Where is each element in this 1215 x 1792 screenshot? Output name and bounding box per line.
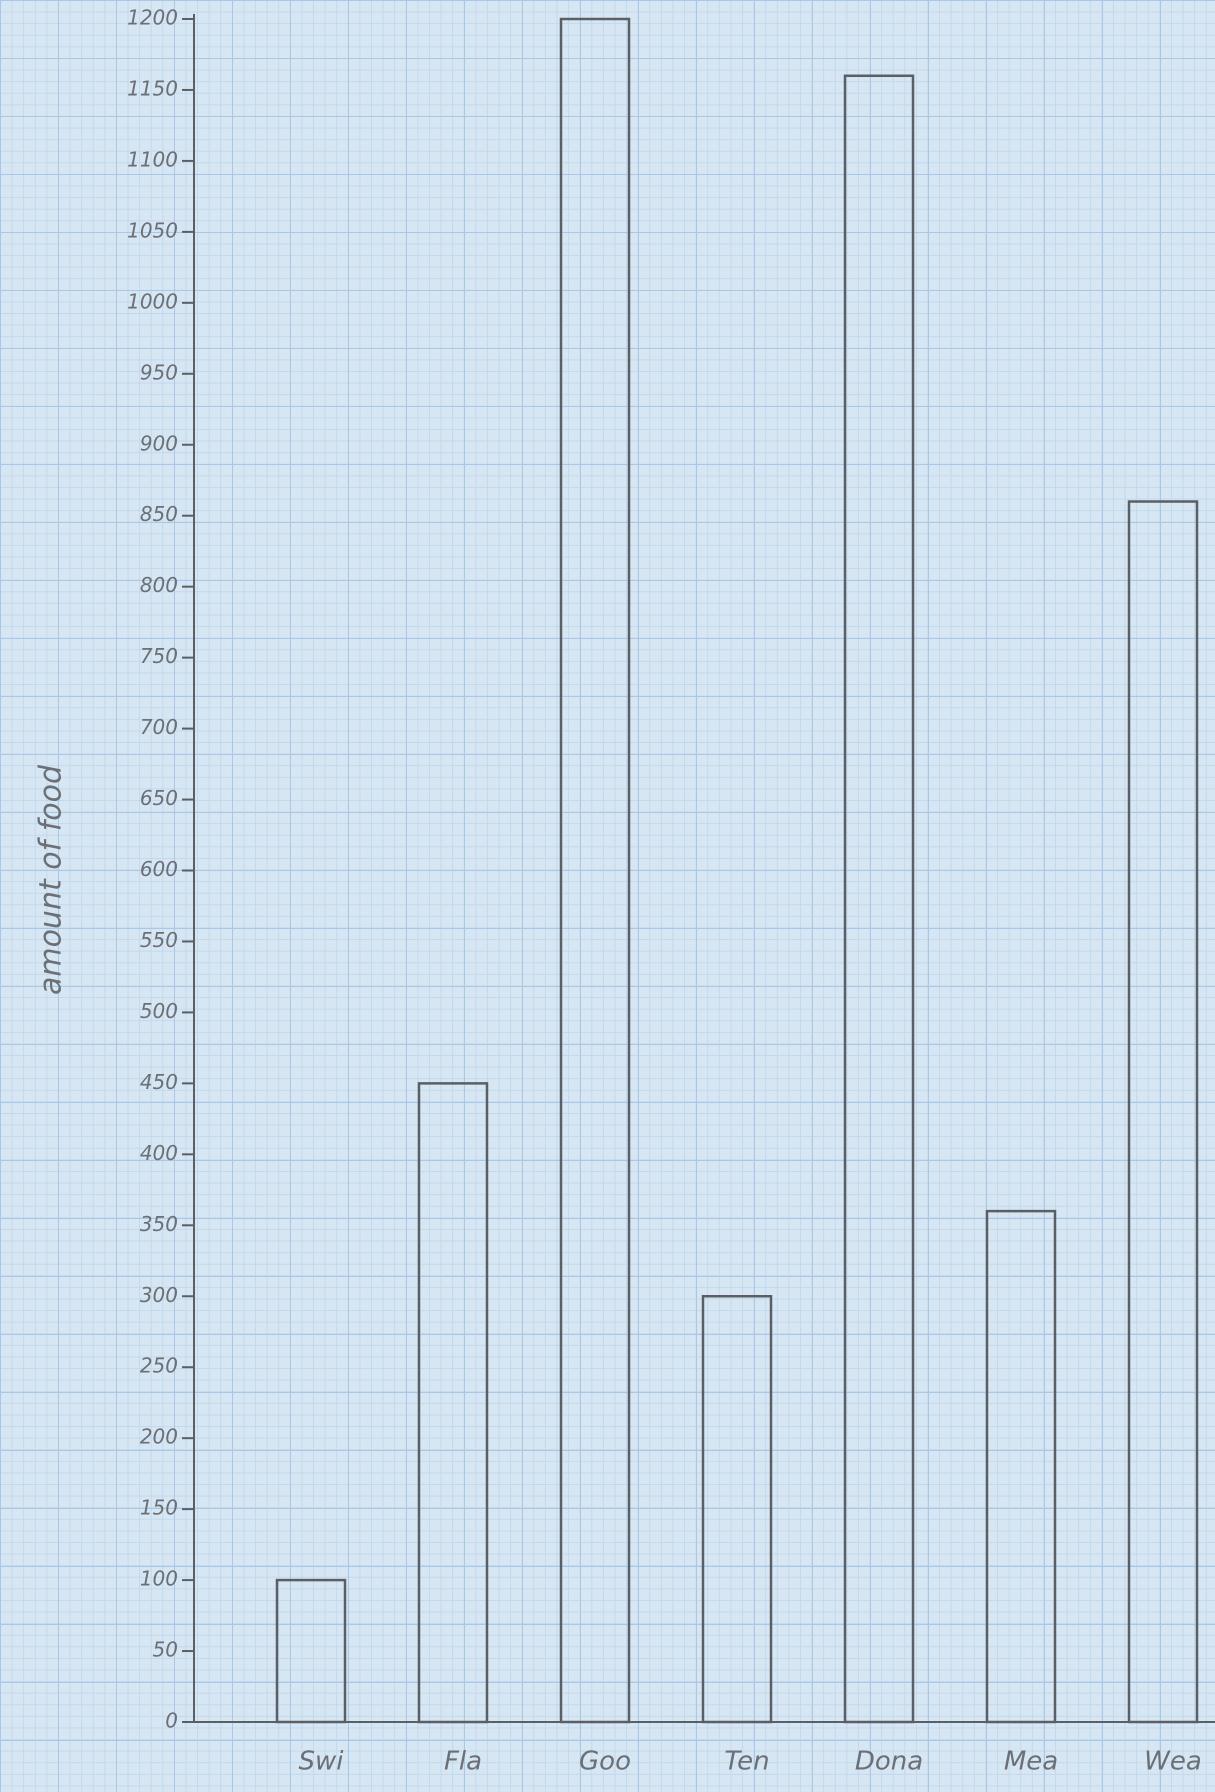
y-tick-label: 500 bbox=[140, 999, 178, 1023]
y-tick-label: 850 bbox=[140, 502, 178, 526]
y-tick-label: 750 bbox=[140, 644, 178, 668]
y-tick-label: 600 bbox=[140, 857, 178, 881]
x-tick-label: Ten bbox=[724, 1747, 769, 1777]
y-tick-label: 900 bbox=[140, 431, 178, 455]
y-tick-label: 950 bbox=[140, 360, 178, 384]
y-tick-label: 700 bbox=[140, 715, 178, 739]
y-tick-label: 200 bbox=[140, 1425, 178, 1449]
bar bbox=[417, 1082, 489, 1724]
y-tick-label: 0 bbox=[165, 1709, 178, 1733]
bar bbox=[275, 1578, 347, 1724]
bar bbox=[1127, 500, 1199, 1724]
y-tick-label: 1000 bbox=[127, 289, 178, 313]
y-tick-label: 250 bbox=[140, 1354, 178, 1378]
x-tick-label: Dona bbox=[855, 1747, 923, 1777]
bar bbox=[559, 17, 631, 1724]
y-tick-label: 1200 bbox=[127, 6, 178, 30]
y-tick-label: 300 bbox=[140, 1283, 178, 1307]
y-tick-label: 800 bbox=[140, 573, 178, 597]
y-tick-label: 450 bbox=[140, 1070, 178, 1094]
x-tick-label: Goo bbox=[579, 1747, 631, 1777]
y-tick-label: 350 bbox=[140, 1212, 178, 1236]
y-tick-label: 650 bbox=[140, 786, 178, 810]
bar bbox=[985, 1209, 1057, 1724]
y-tick-label: 400 bbox=[140, 1141, 178, 1165]
y-tick-label: 150 bbox=[140, 1496, 178, 1520]
bar bbox=[701, 1295, 773, 1724]
y-tick-label: 50 bbox=[153, 1638, 178, 1662]
y-tick-label: 1050 bbox=[127, 218, 178, 242]
y-tick-label: 1100 bbox=[127, 147, 178, 171]
x-tick-label: Swi bbox=[299, 1747, 345, 1777]
x-tick-label: Fla bbox=[444, 1747, 482, 1777]
x-tick-label: Mea bbox=[1004, 1747, 1058, 1777]
y-tick-label: 100 bbox=[140, 1567, 178, 1591]
x-tick-label: Wea bbox=[1144, 1747, 1202, 1777]
y-tick-label: 550 bbox=[140, 928, 178, 952]
bar bbox=[843, 74, 915, 1724]
y-tick-label: 1150 bbox=[127, 76, 178, 100]
y-axis-label: amount of food bbox=[34, 764, 69, 995]
